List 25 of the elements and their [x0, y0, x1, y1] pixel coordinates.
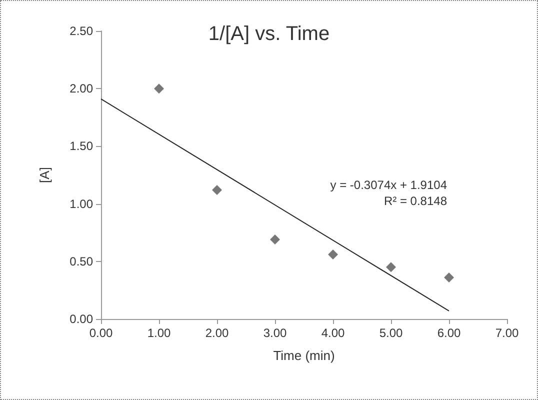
x-tick-label: 1.00: [147, 326, 171, 340]
x-tick-label: 5.00: [379, 326, 403, 340]
x-tick-label: 3.00: [263, 326, 287, 340]
point: [154, 84, 164, 94]
chart-title: 1/[A] vs. Time: [208, 23, 330, 45]
annotation: R² = 0.8148: [384, 194, 448, 208]
point: [328, 249, 338, 260]
point: [386, 262, 396, 272]
point: [212, 184, 222, 195]
x-tick-label: 4.00: [321, 326, 345, 340]
annotation: y = -0.3074x + 1.9104: [330, 178, 448, 192]
point: [444, 272, 454, 283]
y-tick-label: 1.00: [70, 196, 94, 211]
y-tick-label: 2.50: [70, 24, 94, 38]
x-tick-label: 7.00: [495, 326, 519, 340]
y-tick-label: 0.00: [70, 312, 94, 326]
point: [270, 234, 280, 245]
y-tick-label: 2.00: [70, 82, 94, 96]
x-axis-title: Time (min): [273, 348, 335, 363]
x-tick-label: 6.00: [437, 326, 461, 340]
y-tick-label: 0.50: [70, 254, 94, 268]
y-axis-title: [A]: [37, 167, 52, 183]
x-tick-label: 0.00: [89, 326, 113, 340]
x-tick-label: 2.00: [205, 326, 229, 340]
y-tick-label: 1.50: [70, 139, 94, 154]
